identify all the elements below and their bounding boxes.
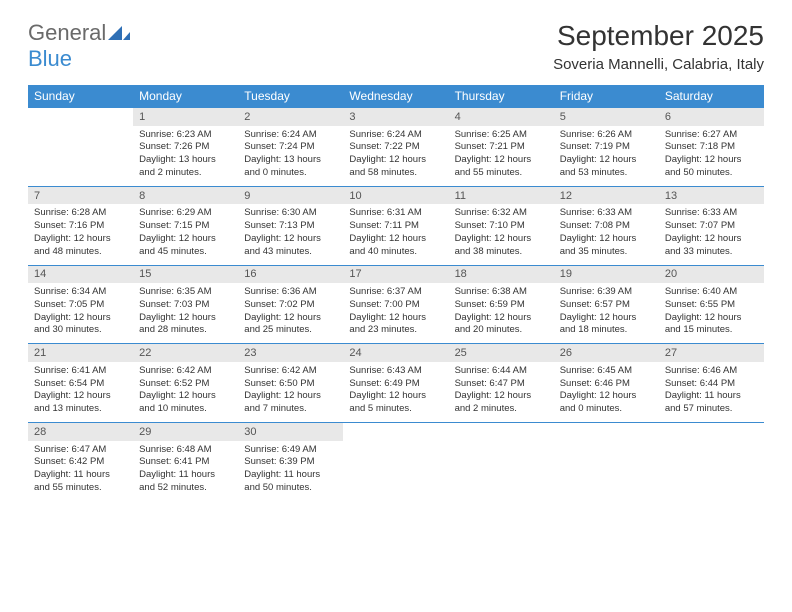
weekday-header-row: Sunday Monday Tuesday Wednesday Thursday… — [28, 85, 764, 108]
day-detail-cell: Sunrise: 6:38 AMSunset: 6:59 PMDaylight:… — [449, 283, 554, 344]
day-number-cell: 30 — [238, 423, 343, 441]
day-number-cell: 11 — [449, 186, 554, 204]
day-number-cell — [28, 108, 133, 126]
day-detail-cell: Sunrise: 6:30 AMSunset: 7:13 PMDaylight:… — [238, 204, 343, 265]
day-number-cell: 20 — [659, 265, 764, 283]
weekday-header: Monday — [133, 85, 238, 108]
day-number-cell: 21 — [28, 344, 133, 362]
detail-row: Sunrise: 6:47 AMSunset: 6:42 PMDaylight:… — [28, 441, 764, 501]
day-detail-cell: Sunrise: 6:49 AMSunset: 6:39 PMDaylight:… — [238, 441, 343, 501]
day-detail-cell: Sunrise: 6:40 AMSunset: 6:55 PMDaylight:… — [659, 283, 764, 344]
daynum-row: 78910111213 — [28, 186, 764, 204]
day-number-cell: 2 — [238, 108, 343, 126]
day-detail-cell: Sunrise: 6:47 AMSunset: 6:42 PMDaylight:… — [28, 441, 133, 501]
calendar-body: 123456Sunrise: 6:23 AMSunset: 7:26 PMDay… — [28, 108, 764, 501]
day-detail-cell: Sunrise: 6:24 AMSunset: 7:24 PMDaylight:… — [238, 126, 343, 187]
month-title: September 2025 — [553, 20, 764, 52]
detail-row: Sunrise: 6:23 AMSunset: 7:26 PMDaylight:… — [28, 126, 764, 187]
daynum-row: 123456 — [28, 108, 764, 126]
day-detail-cell: Sunrise: 6:29 AMSunset: 7:15 PMDaylight:… — [133, 204, 238, 265]
day-number-cell: 15 — [133, 265, 238, 283]
day-detail-cell: Sunrise: 6:32 AMSunset: 7:10 PMDaylight:… — [449, 204, 554, 265]
day-number-cell: 29 — [133, 423, 238, 441]
weekday-header: Tuesday — [238, 85, 343, 108]
day-number-cell — [449, 423, 554, 441]
day-number-cell: 8 — [133, 186, 238, 204]
day-detail-cell: Sunrise: 6:34 AMSunset: 7:05 PMDaylight:… — [28, 283, 133, 344]
day-detail-cell: Sunrise: 6:42 AMSunset: 6:50 PMDaylight:… — [238, 362, 343, 423]
day-number-cell: 4 — [449, 108, 554, 126]
day-number-cell: 6 — [659, 108, 764, 126]
weekday-header: Friday — [554, 85, 659, 108]
day-number-cell: 23 — [238, 344, 343, 362]
day-detail-cell — [28, 126, 133, 187]
day-detail-cell: Sunrise: 6:24 AMSunset: 7:22 PMDaylight:… — [343, 126, 448, 187]
day-detail-cell: Sunrise: 6:25 AMSunset: 7:21 PMDaylight:… — [449, 126, 554, 187]
day-detail-cell: Sunrise: 6:37 AMSunset: 7:00 PMDaylight:… — [343, 283, 448, 344]
day-number-cell: 24 — [343, 344, 448, 362]
day-detail-cell — [554, 441, 659, 501]
header: General Blue September 2025 Soveria Mann… — [28, 20, 764, 73]
day-number-cell: 12 — [554, 186, 659, 204]
daynum-row: 21222324252627 — [28, 344, 764, 362]
day-detail-cell: Sunrise: 6:35 AMSunset: 7:03 PMDaylight:… — [133, 283, 238, 344]
day-detail-cell: Sunrise: 6:46 AMSunset: 6:44 PMDaylight:… — [659, 362, 764, 423]
day-detail-cell: Sunrise: 6:43 AMSunset: 6:49 PMDaylight:… — [343, 362, 448, 423]
day-number-cell: 17 — [343, 265, 448, 283]
day-number-cell: 16 — [238, 265, 343, 283]
day-detail-cell — [659, 441, 764, 501]
daynum-row: 14151617181920 — [28, 265, 764, 283]
detail-row: Sunrise: 6:41 AMSunset: 6:54 PMDaylight:… — [28, 362, 764, 423]
day-number-cell: 27 — [659, 344, 764, 362]
logo-text: General Blue — [28, 20, 130, 72]
day-number-cell: 19 — [554, 265, 659, 283]
day-detail-cell: Sunrise: 6:42 AMSunset: 6:52 PMDaylight:… — [133, 362, 238, 423]
day-number-cell: 22 — [133, 344, 238, 362]
detail-row: Sunrise: 6:28 AMSunset: 7:16 PMDaylight:… — [28, 204, 764, 265]
title-block: September 2025 Soveria Mannelli, Calabri… — [553, 20, 764, 73]
day-number-cell: 26 — [554, 344, 659, 362]
day-detail-cell: Sunrise: 6:48 AMSunset: 6:41 PMDaylight:… — [133, 441, 238, 501]
day-number-cell: 9 — [238, 186, 343, 204]
day-detail-cell — [343, 441, 448, 501]
day-number-cell: 7 — [28, 186, 133, 204]
day-number-cell: 5 — [554, 108, 659, 126]
day-detail-cell: Sunrise: 6:39 AMSunset: 6:57 PMDaylight:… — [554, 283, 659, 344]
day-number-cell: 3 — [343, 108, 448, 126]
logo-sail-icon — [108, 20, 130, 46]
day-number-cell: 1 — [133, 108, 238, 126]
day-number-cell: 10 — [343, 186, 448, 204]
day-number-cell — [554, 423, 659, 441]
weekday-header: Thursday — [449, 85, 554, 108]
logo-text-part1: General — [28, 20, 106, 45]
day-number-cell: 28 — [28, 423, 133, 441]
day-number-cell: 25 — [449, 344, 554, 362]
logo-text-part2: Blue — [28, 46, 72, 71]
daynum-row: 282930 — [28, 423, 764, 441]
day-detail-cell: Sunrise: 6:31 AMSunset: 7:11 PMDaylight:… — [343, 204, 448, 265]
day-number-cell — [659, 423, 764, 441]
day-number-cell: 14 — [28, 265, 133, 283]
weekday-header: Saturday — [659, 85, 764, 108]
day-number-cell: 18 — [449, 265, 554, 283]
day-detail-cell: Sunrise: 6:33 AMSunset: 7:07 PMDaylight:… — [659, 204, 764, 265]
day-detail-cell — [449, 441, 554, 501]
day-detail-cell: Sunrise: 6:41 AMSunset: 6:54 PMDaylight:… — [28, 362, 133, 423]
day-detail-cell: Sunrise: 6:45 AMSunset: 6:46 PMDaylight:… — [554, 362, 659, 423]
day-detail-cell: Sunrise: 6:27 AMSunset: 7:18 PMDaylight:… — [659, 126, 764, 187]
day-detail-cell: Sunrise: 6:44 AMSunset: 6:47 PMDaylight:… — [449, 362, 554, 423]
calendar-table: Sunday Monday Tuesday Wednesday Thursday… — [28, 85, 764, 501]
weekday-header: Sunday — [28, 85, 133, 108]
day-detail-cell: Sunrise: 6:26 AMSunset: 7:19 PMDaylight:… — [554, 126, 659, 187]
day-number-cell — [343, 423, 448, 441]
weekday-header: Wednesday — [343, 85, 448, 108]
logo: General Blue — [28, 20, 130, 72]
day-number-cell: 13 — [659, 186, 764, 204]
day-detail-cell: Sunrise: 6:23 AMSunset: 7:26 PMDaylight:… — [133, 126, 238, 187]
detail-row: Sunrise: 6:34 AMSunset: 7:05 PMDaylight:… — [28, 283, 764, 344]
day-detail-cell: Sunrise: 6:28 AMSunset: 7:16 PMDaylight:… — [28, 204, 133, 265]
day-detail-cell: Sunrise: 6:33 AMSunset: 7:08 PMDaylight:… — [554, 204, 659, 265]
location: Soveria Mannelli, Calabria, Italy — [553, 56, 764, 73]
day-detail-cell: Sunrise: 6:36 AMSunset: 7:02 PMDaylight:… — [238, 283, 343, 344]
